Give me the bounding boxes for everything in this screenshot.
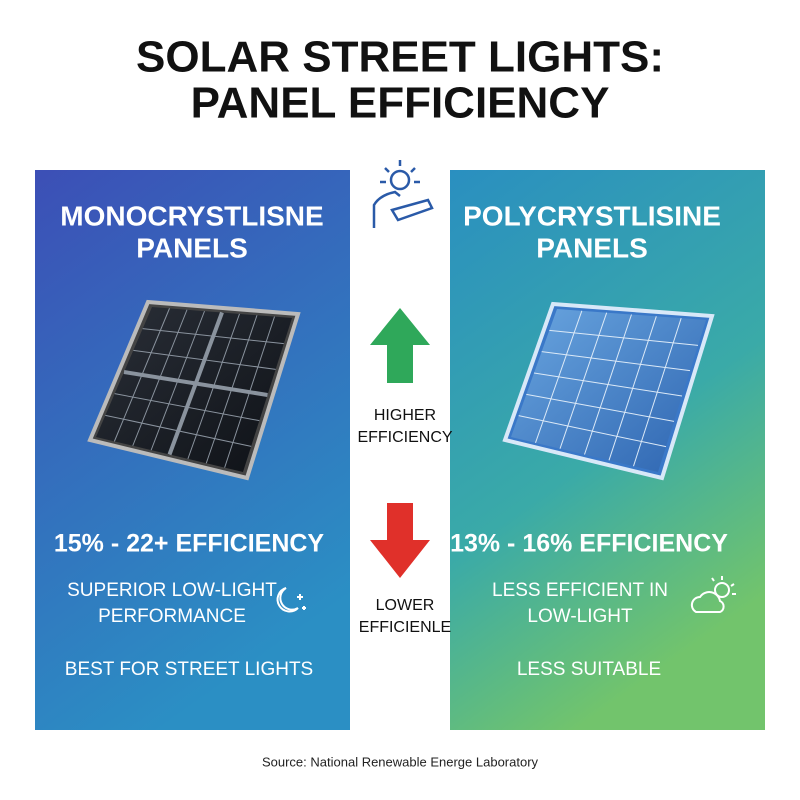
panel-grid	[518, 415, 667, 448]
low-light: PERFORMANCE	[98, 606, 246, 627]
panel-heading: POLYCRYSTLISINE	[463, 200, 721, 231]
panel-grid	[123, 370, 268, 397]
low-light: SUPERIOR LOW-LIGHT	[67, 580, 277, 601]
higher-label: EFFICIENCY	[357, 429, 452, 446]
efficiency: 13% - 16% EFFICIENCY	[450, 530, 728, 558]
lower-label: LOWER	[376, 597, 435, 614]
panel-grid	[133, 349, 276, 370]
panel-grid	[114, 393, 260, 422]
source: Source: National Renewable Energe Labora…	[262, 754, 539, 769]
lower-label: EFFICIENLE	[359, 619, 451, 636]
light-icon	[372, 160, 434, 228]
low-light: LOW-LIGHT	[527, 606, 633, 627]
low-light: LESS EFFICIENT IN	[492, 580, 668, 601]
title: SOLAR STREET LIGHTS:	[136, 33, 664, 82]
title: PANEL EFFICIENCY	[191, 79, 610, 128]
panel-heading: PANELS	[536, 232, 648, 263]
panel-grid	[105, 414, 252, 447]
cloud-sun-icon	[690, 576, 736, 613]
down-arrow	[370, 503, 430, 578]
panel-heading: PANELS	[136, 232, 248, 263]
panel-grid	[142, 328, 284, 345]
suitability: LESS SUITABLE	[517, 659, 661, 680]
panel-grid	[526, 393, 675, 422]
higher-label: HIGHER	[374, 407, 436, 424]
poly-panel	[511, 309, 706, 472]
efficiency: 15% - 22+ EFFICIENCY	[54, 530, 325, 558]
up-arrow	[370, 308, 430, 383]
panel-grid	[541, 351, 691, 372]
suitability: BEST FOR STREET LIGHTS	[65, 659, 313, 680]
panel-heading: MONOCRYSTLISNE	[60, 200, 323, 231]
panel-grid	[549, 329, 699, 346]
panel-grid	[533, 372, 683, 397]
moon-icon	[276, 587, 306, 613]
